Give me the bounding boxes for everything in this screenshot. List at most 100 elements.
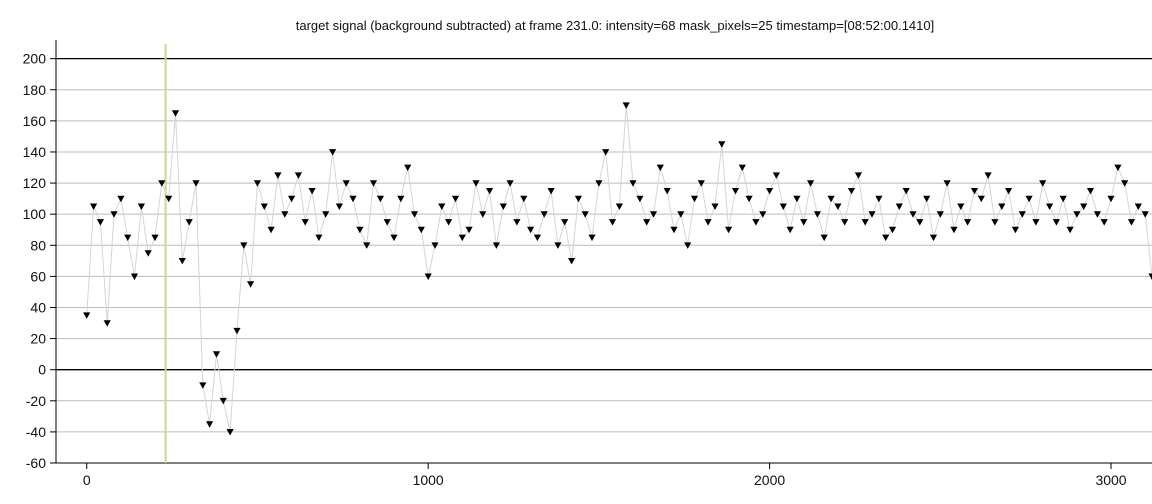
data-point: [786, 226, 794, 234]
data-point: [1052, 219, 1060, 226]
data-point: [745, 195, 753, 203]
data-point: [130, 273, 139, 280]
data-point: [588, 234, 596, 242]
data-point: [1066, 226, 1074, 234]
data-point: [622, 102, 630, 109]
data-point: [281, 211, 289, 218]
data-point: [574, 195, 582, 203]
data-point: [670, 226, 678, 234]
y-tick-labels: -60 -40 -20 0 20 40 60 80 100 120 140 160 180 200: [23, 51, 47, 471]
data-point: [158, 180, 166, 187]
data-point: [561, 219, 569, 226]
data-point: [410, 211, 419, 218]
data-point: [1121, 180, 1129, 187]
y-tick-label: 180: [23, 82, 47, 98]
data-point: [547, 188, 555, 195]
y-tick-label: 40: [30, 299, 46, 315]
data-point: [90, 203, 98, 210]
data-point: [861, 219, 869, 226]
data-point: [206, 421, 214, 428]
chart-title: target signal (background subtracted) at…: [295, 18, 935, 33]
data-point: [431, 242, 439, 249]
data-point: [192, 180, 200, 187]
data-point: [847, 188, 856, 195]
data-point: [1018, 211, 1026, 218]
data-point: [909, 211, 917, 218]
data-point: [376, 195, 384, 203]
data-point: [151, 234, 159, 242]
data-point: [690, 195, 699, 203]
data-point: [779, 203, 787, 210]
x-tick-labels: 0 1000 2000 3000: [83, 472, 1127, 488]
data-point: [445, 219, 453, 226]
data-point: [1032, 219, 1040, 226]
data-point: [738, 164, 746, 172]
data-point: [813, 211, 821, 218]
data-point: [684, 242, 692, 249]
data-point: [520, 195, 528, 203]
data-point: [950, 226, 958, 234]
gridlines: [56, 58, 1152, 464]
data-point: [663, 188, 671, 195]
data-point: [472, 180, 480, 187]
data-point: [226, 429, 234, 436]
data-point: [1039, 180, 1047, 187]
data-point: [349, 195, 357, 203]
data-point: [1086, 188, 1095, 195]
data-point: [260, 203, 268, 210]
data-point: [458, 234, 466, 242]
data-point: [329, 149, 337, 156]
data-point: [144, 250, 152, 257]
data-point: [219, 397, 227, 405]
data-point: [991, 219, 999, 226]
data-point: [178, 258, 186, 265]
data-point: [424, 273, 432, 280]
data-point: [417, 226, 425, 234]
data-point: [137, 203, 145, 210]
data-point: [725, 226, 733, 234]
data-point: [451, 195, 460, 203]
x-tick-label: 0: [83, 472, 91, 488]
axes: [50, 40, 1152, 469]
data-point: [752, 219, 760, 226]
data-point: [499, 203, 507, 210]
data-point: [677, 211, 685, 218]
y-tick-label: 160: [23, 113, 47, 129]
data-point: [288, 195, 296, 203]
data-point: [233, 327, 241, 335]
data-point: [533, 234, 541, 242]
data-point: [301, 219, 309, 226]
data-point: [800, 219, 808, 226]
data-point: [83, 312, 91, 319]
data-point: [165, 195, 173, 203]
data-point: [212, 351, 221, 358]
data-point: [718, 141, 726, 148]
data-point: [342, 180, 350, 187]
data-point: [731, 188, 740, 195]
y-tick-label: 140: [23, 144, 47, 160]
data-point: [335, 203, 343, 210]
data-point: [1134, 203, 1142, 210]
data-point: [895, 203, 903, 210]
data-point: [247, 281, 255, 288]
data-point: [540, 211, 548, 218]
y-tick-label: -20: [26, 393, 46, 409]
data-point: [1025, 195, 1033, 203]
data-point: [171, 110, 180, 117]
data-point: [1093, 211, 1101, 218]
data-point: [404, 164, 412, 172]
data-point: [294, 172, 302, 179]
data-point: [315, 234, 323, 242]
data-point: [759, 211, 767, 218]
data-point: [1127, 219, 1136, 226]
data-point: [390, 234, 398, 242]
x-tick-label: 2000: [754, 472, 785, 488]
data-point: [704, 219, 712, 226]
data-point: [1073, 211, 1081, 218]
data-point: [117, 195, 125, 203]
data-point: [888, 226, 897, 234]
data-point: [608, 219, 617, 226]
data-point: [1011, 226, 1019, 234]
series-markers: [83, 102, 1152, 436]
data-point: [868, 211, 876, 218]
